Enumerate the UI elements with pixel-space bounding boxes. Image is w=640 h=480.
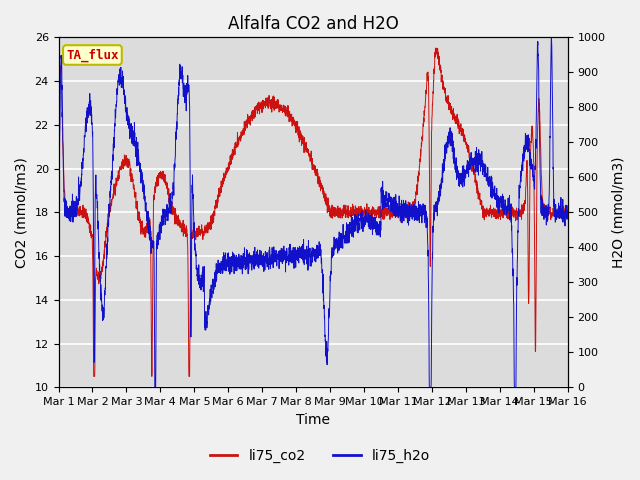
Legend: li75_co2, li75_h2o: li75_co2, li75_h2o	[204, 443, 436, 468]
Title: Alfalfa CO2 and H2O: Alfalfa CO2 and H2O	[228, 15, 399, 33]
Text: TA_flux: TA_flux	[66, 48, 118, 61]
Y-axis label: H2O (mmol/m3): H2O (mmol/m3)	[611, 156, 625, 268]
Y-axis label: CO2 (mmol/m3): CO2 (mmol/m3)	[15, 157, 29, 268]
X-axis label: Time: Time	[296, 413, 330, 427]
